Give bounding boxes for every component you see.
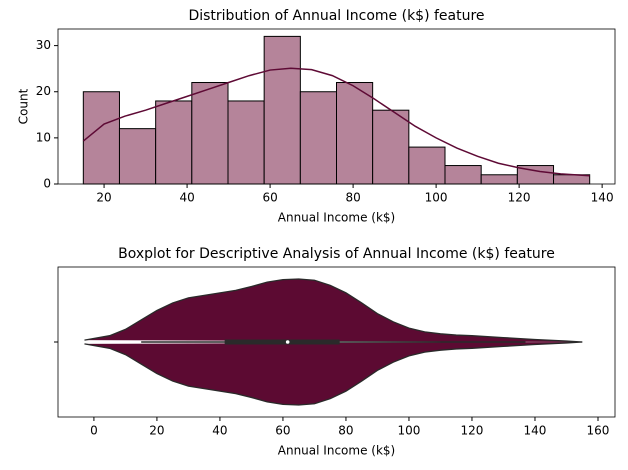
chart-title: Distribution of Annual Income (k$) featu…: [188, 8, 484, 24]
plot-frame: [57, 266, 616, 418]
x-tick-label: 0: [90, 424, 98, 438]
y-tick-label: 20: [36, 84, 51, 98]
bar: [336, 82, 374, 185]
y-tick-label: 0: [43, 177, 51, 191]
plot-frame: [57, 28, 616, 185]
y-axis-label: Count: [17, 88, 31, 124]
bar: [480, 174, 518, 185]
chart-title: Boxplot for Descriptive Analysis of Annu…: [118, 246, 555, 262]
x-tick-label: 40: [212, 424, 227, 438]
x-tick-label: 140: [591, 191, 614, 205]
bar: [118, 128, 157, 185]
violin-lower: [84, 341, 583, 406]
bar: [227, 100, 265, 185]
bar: [408, 146, 446, 185]
x-tick-label: 140: [524, 424, 547, 438]
bar: [82, 91, 120, 185]
x-tick-label: 120: [461, 424, 484, 438]
x-tick-label: 160: [587, 424, 610, 438]
median: [285, 340, 290, 344]
x-tick-label: 100: [398, 424, 421, 438]
bar: [155, 100, 193, 185]
violin-upper: [84, 278, 583, 343]
bar: [299, 91, 338, 185]
x-tick-label: 100: [425, 191, 448, 205]
x-tick-label: 60: [275, 424, 290, 438]
x-axis-label: Annual Income (k$): [278, 444, 395, 458]
x-tick-label: 20: [96, 191, 111, 205]
x-tick-label: 80: [345, 191, 360, 205]
bar: [372, 109, 410, 185]
x-tick-label: 80: [338, 424, 353, 438]
x-tick-label: 120: [508, 191, 531, 205]
bar: [553, 174, 591, 185]
x-axis-label: Annual Income (k$): [278, 211, 395, 225]
y-tick-label: 30: [36, 38, 51, 52]
bar: [263, 35, 301, 185]
x-tick-label: 40: [179, 191, 194, 205]
kde-line: [82, 67, 590, 177]
bar: [444, 165, 482, 185]
x-tick-label: 20: [149, 424, 164, 438]
x-tick-label: 60: [262, 191, 277, 205]
bar: [191, 82, 229, 185]
y-tick-label: 10: [36, 130, 51, 144]
